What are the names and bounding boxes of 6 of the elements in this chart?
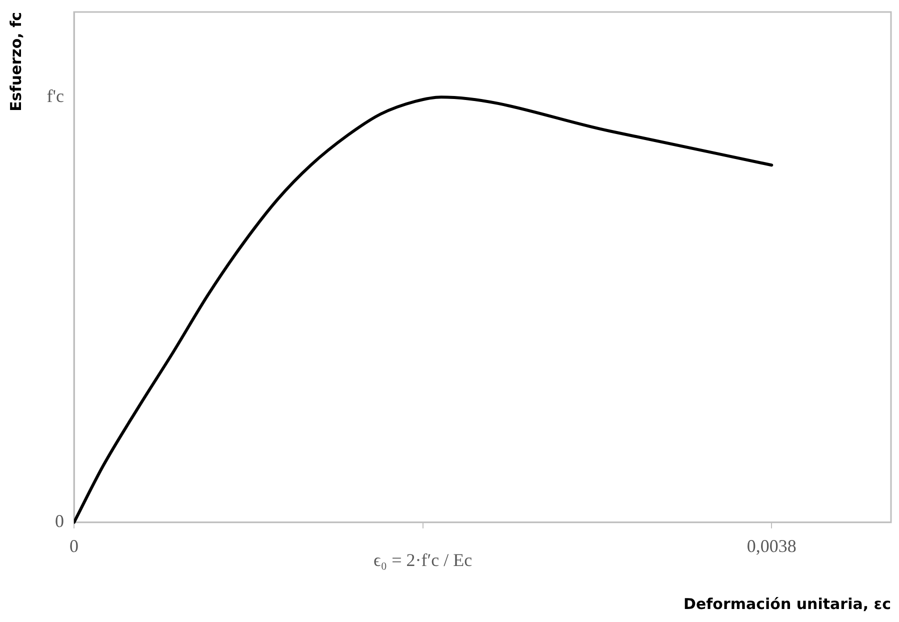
text: f'c <box>46 86 64 106</box>
text: 0 <box>55 511 64 532</box>
x-tick-label: 0,0038 <box>746 536 796 556</box>
x-axis-title: Deformación unitaria, εc <box>684 594 891 613</box>
y-axis-title: Esfuerzo, fc <box>6 12 25 112</box>
text: ϵ₀ = 2·f′c / Ec <box>374 550 472 570</box>
